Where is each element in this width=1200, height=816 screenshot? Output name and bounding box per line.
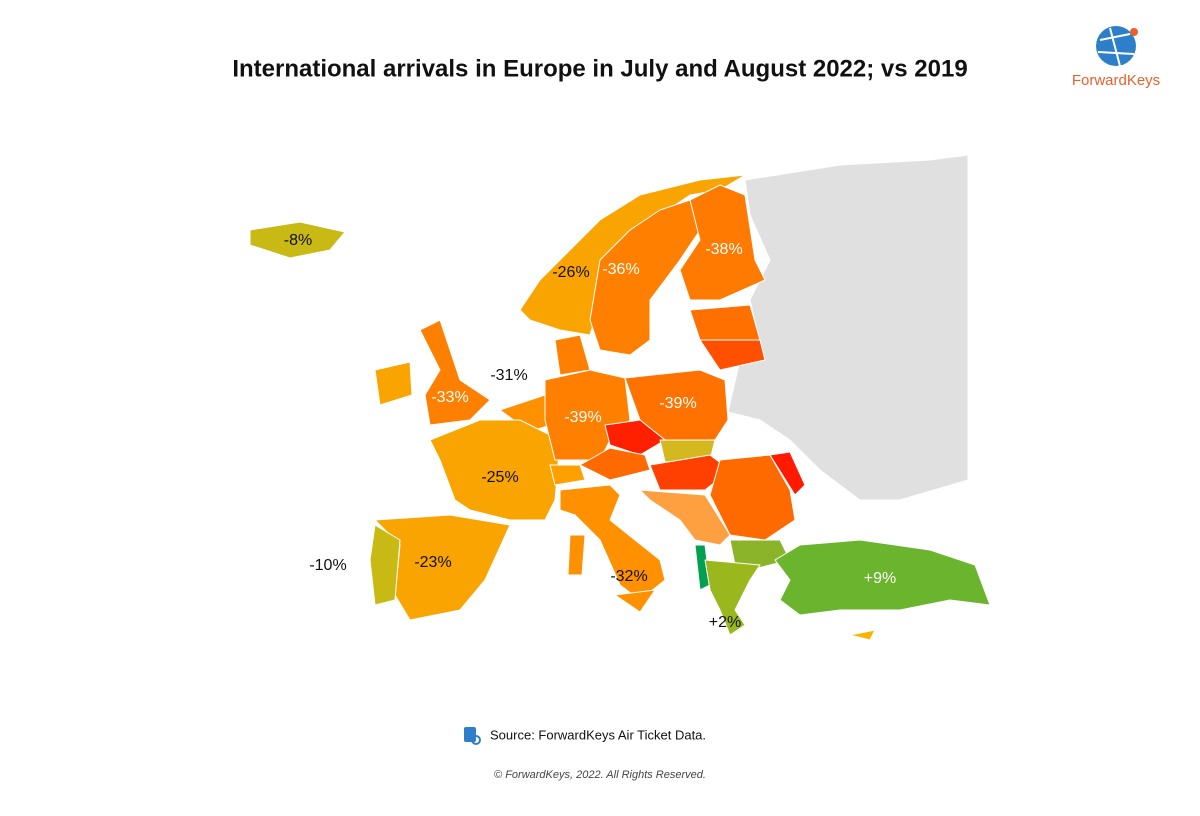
country-label: +9%: [864, 570, 896, 587]
logo-globe: [1096, 26, 1136, 66]
country: [727, 154, 969, 501]
country-label: -33%: [431, 389, 468, 406]
country-label: -39%: [659, 395, 696, 412]
copyright: © ForwardKeys, 2022. All Rights Reserved…: [494, 769, 706, 781]
country: [549, 464, 586, 486]
country-label: -39%: [564, 409, 601, 426]
logo-lines: [1097, 27, 1135, 67]
country: [589, 199, 701, 356]
country-label: -10%: [309, 557, 346, 574]
logo-dot: [1130, 28, 1138, 36]
country-label: -38%: [705, 241, 742, 258]
source: Source: ForwardKeys Air Ticket Data.: [464, 727, 706, 745]
country: [567, 534, 586, 576]
country: [699, 339, 766, 371]
country: [369, 524, 401, 606]
source-text: Source: ForwardKeys Air Ticket Data.: [490, 727, 706, 742]
country: [419, 319, 491, 426]
labels: -8% -26% -36% -38% -31% -33% -39% -39% -25% -10% -…: [284, 232, 896, 631]
country: [704, 559, 761, 636]
country-label: -26%: [552, 264, 589, 281]
country: [639, 489, 731, 546]
country-label: -23%: [414, 554, 451, 571]
country: [249, 221, 346, 259]
country-label: -32%: [610, 568, 647, 585]
logo: ForwardKeys: [1072, 26, 1160, 89]
country: [614, 589, 656, 613]
country: [429, 419, 561, 521]
country: [729, 539, 791, 571]
title: International arrivals in Europe in July…: [232, 55, 967, 82]
logo-text: ForwardKeys: [1072, 72, 1160, 89]
country: [849, 629, 876, 641]
country: [689, 304, 761, 341]
country: [769, 451, 806, 496]
country: [579, 447, 651, 481]
country: [374, 361, 413, 406]
source-icon-lens: [471, 735, 481, 745]
country: [679, 184, 766, 301]
country: [604, 419, 666, 456]
country-label: -25%: [481, 469, 518, 486]
source-icon: [464, 727, 476, 742]
country-label: -31%: [490, 367, 527, 384]
country-label: +2%: [709, 614, 741, 631]
country: [774, 539, 991, 616]
countries: [249, 154, 991, 641]
country-label: -36%: [602, 261, 639, 278]
country-label: -8%: [284, 232, 312, 249]
